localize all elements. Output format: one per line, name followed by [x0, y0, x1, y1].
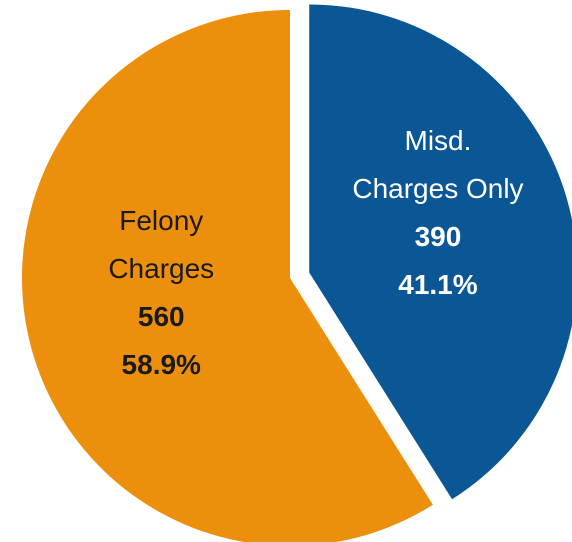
slice-percent: 41.1% — [398, 269, 478, 301]
slice-label: Misd. Charges Only 390 41.1% — [350, 117, 526, 309]
slice-name: Misd. Charges Only — [352, 125, 524, 205]
slice-percent: 58.9% — [121, 349, 201, 381]
slice-name: Felony Charges — [108, 205, 215, 285]
pie-slice — [309, 4, 572, 500]
slice-value: 390 — [414, 221, 462, 253]
slice-label: Felony Charges 560 58.9% — [73, 197, 249, 389]
pie-slice — [22, 10, 433, 542]
slice-value: 560 — [137, 301, 185, 333]
